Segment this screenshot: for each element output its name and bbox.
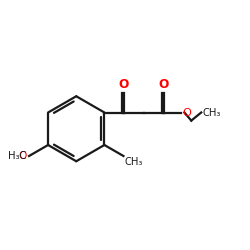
Text: CH₃: CH₃: [202, 108, 220, 118]
Text: O: O: [182, 108, 191, 118]
Text: O: O: [19, 151, 27, 161]
Text: CH₃: CH₃: [125, 156, 143, 166]
Text: O: O: [118, 78, 128, 90]
Text: O: O: [158, 78, 168, 90]
Text: H₃C: H₃C: [8, 151, 26, 161]
